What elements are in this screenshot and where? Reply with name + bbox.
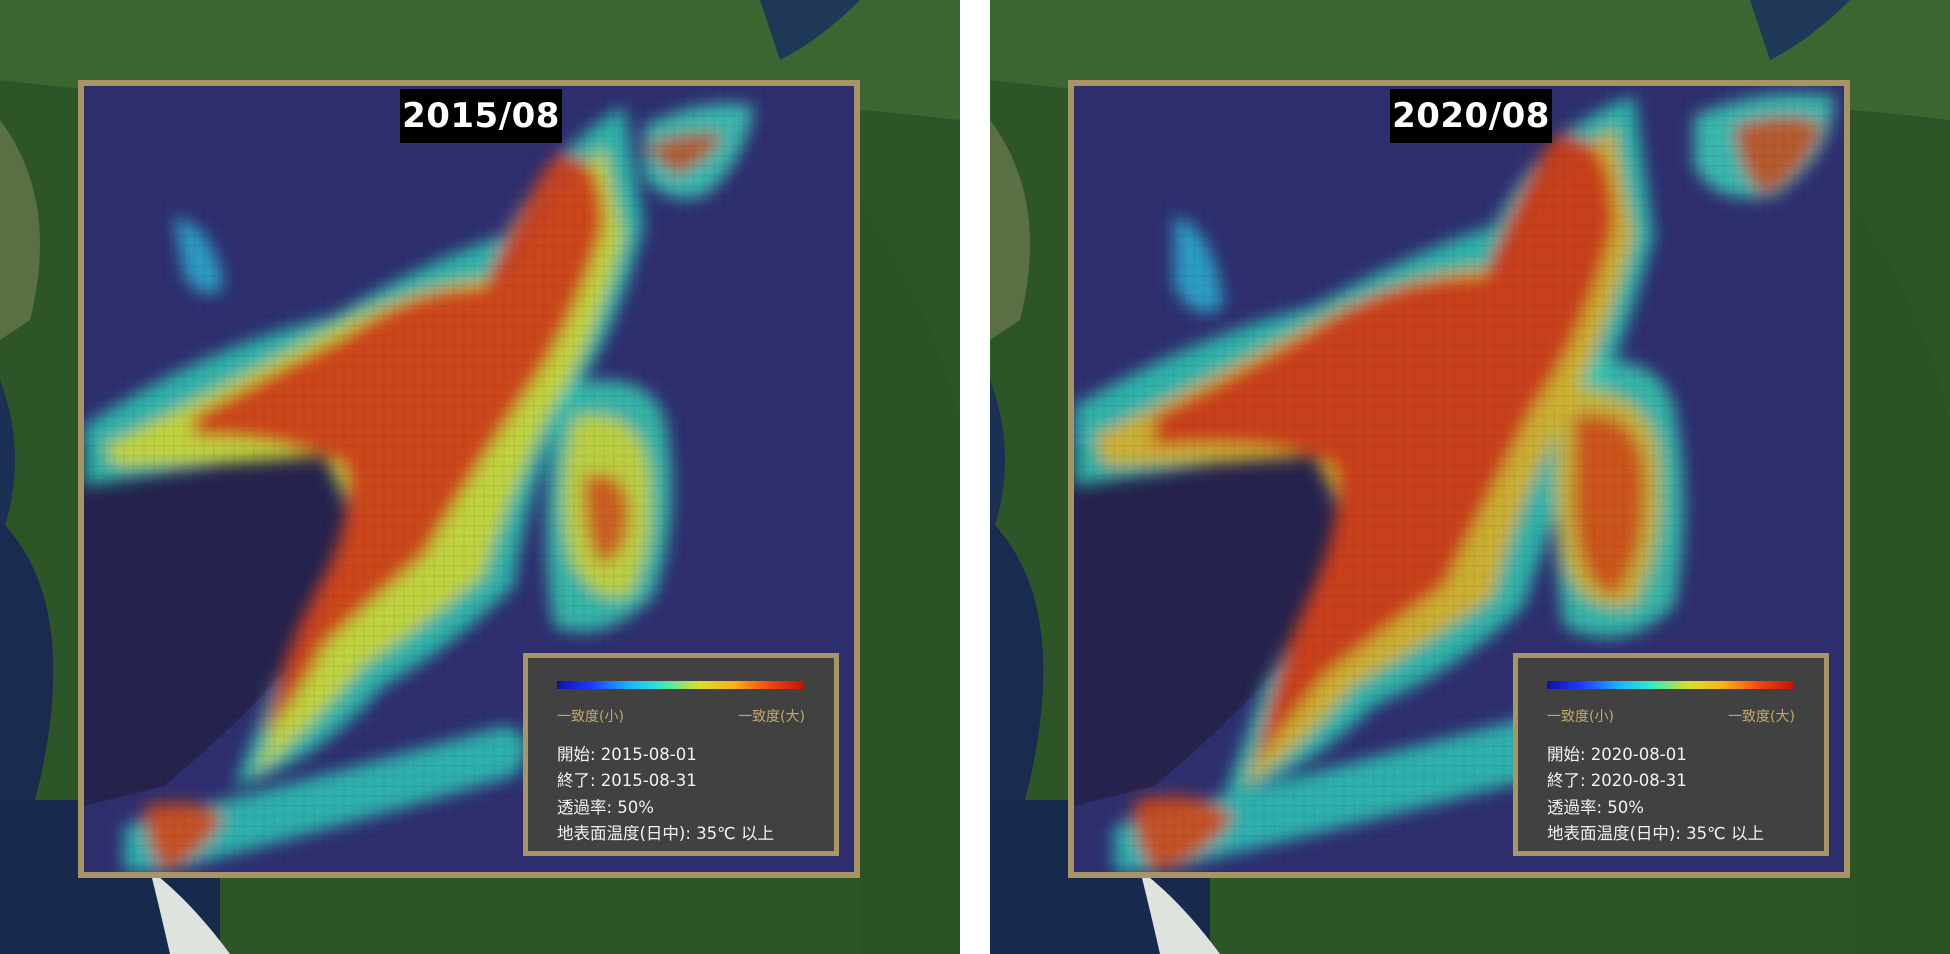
- opacity-value: 透過率: 50%: [557, 798, 654, 817]
- color-scale-bar: [557, 681, 803, 689]
- legend-panel: 一致度(小) 一致度(大) 開始: 2020-08-01 終了: 2020-08…: [1513, 653, 1829, 856]
- start-date: 開始: 2020-08-01: [1547, 745, 1687, 764]
- temperature-threshold: 地表面温度(日中): 35℃ 以上: [1547, 824, 1764, 843]
- start-date: 開始: 2015-08-01: [557, 745, 697, 764]
- heat-overlay: [84, 86, 854, 872]
- period-label: 2020/08: [1390, 89, 1552, 143]
- scale-min-label: 一致度(小): [1547, 709, 1614, 725]
- scale-max-label: 一致度(大): [738, 709, 805, 725]
- scale-max-label: 一致度(大): [1728, 709, 1795, 725]
- panel-divider: [960, 0, 990, 954]
- heatmap-frame: [78, 80, 860, 878]
- period-label: 2015/08: [400, 89, 562, 143]
- color-scale-bar: [1547, 681, 1793, 689]
- scale-min-label: 一致度(小): [557, 709, 624, 725]
- legend-panel: 一致度(小) 一致度(大) 開始: 2015-08-01 終了: 2015-08…: [523, 653, 839, 856]
- end-date: 終了: 2015-08-31: [557, 771, 697, 790]
- map-panel-2015: 2015/08 一致度(小) 一致度(大) 開始: 2015-08-01 終了:…: [0, 0, 960, 954]
- end-date: 終了: 2020-08-31: [1547, 771, 1687, 790]
- opacity-value: 透過率: 50%: [1547, 798, 1644, 817]
- map-panel-2020: 2020/08 一致度(小) 一致度(大) 開始: 2020-08-01 終了:…: [990, 0, 1950, 954]
- temperature-threshold: 地表面温度(日中): 35℃ 以上: [557, 824, 774, 843]
